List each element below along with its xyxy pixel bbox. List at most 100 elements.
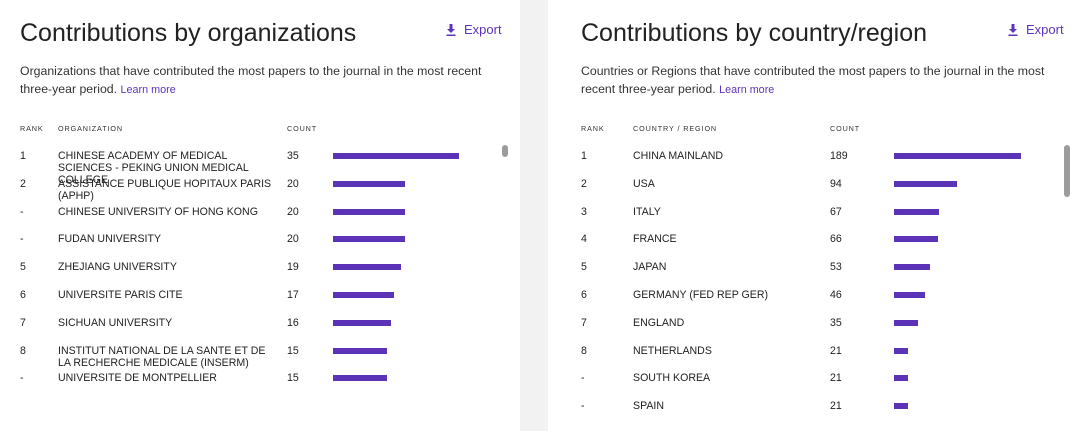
count-cell: 94: [830, 177, 842, 190]
organization-name[interactable]: CHINESE ACADEMY OF MEDICAL SCIENCES - PE…: [58, 150, 249, 186]
learn-more-link[interactable]: Learn more: [719, 84, 775, 96]
country-name[interactable]: FRANCE: [633, 233, 677, 246]
organization-name[interactable]: SICHUAN UNIVERSITY: [58, 316, 173, 329]
count-cell: 15: [287, 372, 299, 385]
count-bar: [333, 347, 387, 354]
organizations-panel: Contributions by organizations Export Or…: [0, 0, 520, 431]
description-text: Organizations that have contributed the …: [20, 64, 482, 96]
count-column-header: COUNT: [287, 124, 318, 133]
countries-description: Countries or Regions that have contribut…: [581, 62, 1051, 99]
country-name[interactable]: ITALY: [633, 205, 661, 218]
rank-cell: 2: [581, 177, 587, 190]
count-cell: 21: [830, 344, 842, 357]
rank-cell: 6: [581, 289, 587, 301]
country-name[interactable]: CHINA MAINLAND: [633, 150, 724, 162]
count-cell: 15: [287, 344, 299, 357]
organization-name[interactable]: INSTITUT NATIONAL DE LA SANTE ET DE LA R…: [58, 344, 266, 369]
count-cell: 16: [287, 316, 299, 329]
organization-name[interactable]: CHINESE UNIVERSITY OF HONG KONG: [58, 205, 258, 218]
table-row: 7 SICHUAN UNIVERSITY 16: [0, 317, 520, 345]
rank-cell: 5: [581, 261, 587, 274]
rank-cell: 4: [581, 233, 587, 246]
count-cell: 189: [830, 150, 848, 162]
rank-cell: -: [20, 233, 24, 246]
rank-cell: 8: [20, 344, 26, 357]
count-cell: 67: [830, 205, 842, 218]
country-name[interactable]: ENGLAND: [633, 316, 685, 329]
country-name[interactable]: SOUTH KOREA: [633, 372, 711, 385]
table-row: 6 UNIVERSITE PARIS CITE 17: [0, 289, 520, 317]
table-row: - SOUTH KOREA 21: [548, 372, 1080, 400]
country-name[interactable]: GERMANY (FED REP GER): [633, 289, 768, 301]
organizations-scrollbar[interactable]: [502, 145, 508, 157]
countries-export-button[interactable]: Export: [1008, 22, 1064, 37]
rank-cell: 7: [20, 316, 26, 329]
table-row: 4 FRANCE 66: [548, 233, 1080, 261]
country-name[interactable]: SPAIN: [633, 400, 665, 413]
count-bar: [894, 180, 957, 187]
count-cell: 20: [287, 205, 299, 218]
count-cell: 35: [830, 316, 842, 329]
table-row: 6 GERMANY (FED REP GER) 46: [548, 289, 1080, 317]
count-bar: [894, 264, 930, 271]
organization-name[interactable]: UNIVERSITE DE MONTPELLIER: [58, 372, 217, 385]
countries-scrollbar[interactable]: [1064, 145, 1070, 197]
table-row: 8 INSTITUT NATIONAL DE LA SANTE ET DE LA …: [0, 345, 520, 373]
download-icon: [446, 23, 456, 36]
table-row: 7 ENGLAND 35: [548, 317, 1080, 345]
organization-name[interactable]: ZHEJIANG UNIVERSITY: [58, 261, 177, 274]
rank-cell: -: [20, 372, 24, 385]
count-bar: [333, 264, 401, 271]
count-bar: [333, 292, 394, 298]
count-bar: [894, 347, 908, 354]
rank-cell: 2: [20, 177, 26, 190]
rank-cell: -: [20, 205, 24, 218]
count-bar: [894, 208, 939, 215]
rank-cell: -: [581, 372, 585, 385]
rank-column-header: RANK: [20, 124, 44, 133]
count-cell: 20: [287, 233, 299, 246]
table-row: 5 ZHEJIANG UNIVERSITY 19: [0, 261, 520, 289]
count-cell: 53: [830, 261, 842, 274]
learn-more-link[interactable]: Learn more: [120, 84, 176, 96]
table-row: - UNIVERSITE DE MONTPELLIER 15: [0, 372, 520, 400]
rank-cell: -: [581, 400, 585, 413]
rank-cell: 8: [581, 344, 587, 357]
rank-cell: 1: [581, 150, 587, 162]
count-cell: 17: [287, 289, 299, 301]
country-name[interactable]: USA: [633, 177, 655, 190]
countries-panel: Contributions by country/region Export C…: [548, 0, 1080, 431]
organizations-export-button[interactable]: Export: [446, 22, 502, 37]
count-bar: [333, 375, 387, 382]
country-name[interactable]: JAPAN: [633, 261, 667, 274]
table-row: - SPAIN 21: [548, 400, 1080, 428]
rank-cell: 3: [581, 205, 587, 218]
count-cell: 21: [830, 372, 842, 385]
count-cell: 66: [830, 233, 842, 246]
count-cell: 21: [830, 400, 842, 413]
count-bar: [333, 236, 405, 243]
description-text: Countries or Regions that have contribut…: [581, 64, 1045, 96]
table-row: 2 USA 94: [548, 178, 1080, 206]
count-cell: 19: [287, 261, 299, 274]
count-bar: [894, 236, 938, 243]
organizations-title: Contributions by organizations: [20, 19, 357, 47]
organization-name[interactable]: ASSISTANCE PUBLIQUE HOPITAUX PARIS (APHP…: [58, 177, 272, 202]
count-column-header: COUNT: [830, 124, 861, 133]
count-bar: [333, 180, 405, 187]
organization-name[interactable]: UNIVERSITE PARIS CITE: [58, 289, 183, 301]
export-label: Export: [464, 22, 502, 37]
table-row: - CHINESE UNIVERSITY OF HONG KONG 20: [0, 206, 520, 234]
count-cell: 46: [830, 289, 842, 301]
rank-cell: 6: [20, 289, 26, 301]
country-name[interactable]: NETHERLANDS: [633, 344, 712, 357]
count-bar: [333, 153, 459, 159]
organization-name[interactable]: FUDAN UNIVERSITY: [58, 233, 162, 246]
countries-title: Contributions by country/region: [581, 19, 928, 47]
count-bar: [894, 375, 908, 382]
table-row: 1 CHINA MAINLAND 189: [548, 150, 1080, 178]
table-row: 3 ITALY 67: [548, 206, 1080, 234]
rank-cell: 5: [20, 261, 26, 274]
export-label: Export: [1026, 22, 1064, 37]
download-icon: [1008, 23, 1018, 36]
